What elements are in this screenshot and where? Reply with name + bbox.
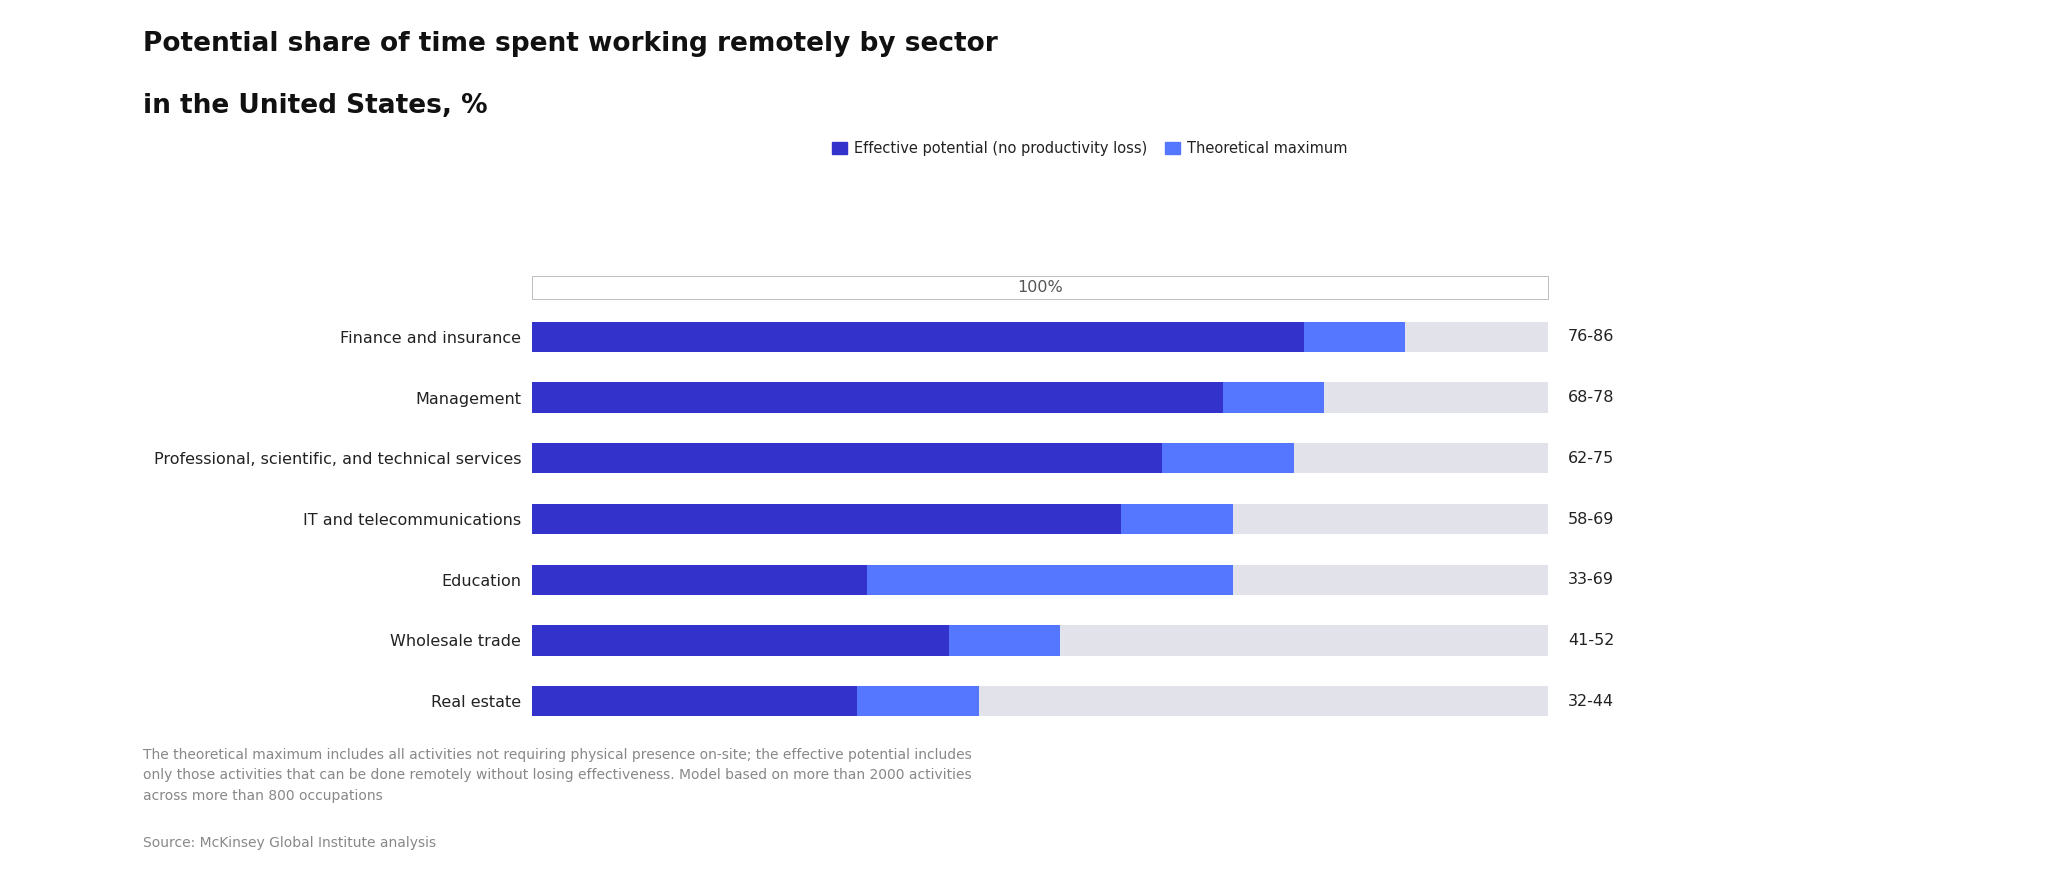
Bar bbox=[532, 686, 979, 716]
Text: 32-44: 32-44 bbox=[1569, 694, 1614, 709]
Bar bbox=[532, 322, 1548, 352]
Text: 58-69: 58-69 bbox=[1569, 512, 1614, 527]
Text: in the United States, %: in the United States, % bbox=[143, 93, 487, 119]
Text: 100%: 100% bbox=[1018, 281, 1063, 296]
Legend: Effective potential (no productivity loss), Theoretical maximum: Effective potential (no productivity los… bbox=[827, 135, 1354, 162]
Bar bbox=[532, 382, 1548, 412]
Bar bbox=[532, 626, 1061, 656]
Text: 76-86: 76-86 bbox=[1569, 329, 1614, 344]
Bar bbox=[532, 504, 1120, 535]
Bar bbox=[532, 276, 1548, 299]
Bar bbox=[532, 382, 1325, 412]
Bar bbox=[532, 443, 1548, 473]
Bar bbox=[532, 686, 1548, 716]
Bar bbox=[532, 686, 858, 716]
Bar bbox=[532, 504, 1548, 535]
Text: Source: McKinsey Global Institute analysis: Source: McKinsey Global Institute analys… bbox=[143, 836, 436, 850]
Bar bbox=[532, 322, 1305, 352]
Bar bbox=[532, 382, 1223, 412]
Text: Potential share of time spent working remotely by sector: Potential share of time spent working re… bbox=[143, 31, 997, 57]
Text: 68-78: 68-78 bbox=[1569, 390, 1614, 405]
Bar bbox=[532, 504, 1233, 535]
Text: The theoretical maximum includes all activities not requiring physical presence : The theoretical maximum includes all act… bbox=[143, 748, 973, 803]
Text: 62-75: 62-75 bbox=[1569, 450, 1614, 466]
Bar bbox=[532, 443, 1294, 473]
Bar bbox=[532, 322, 1405, 352]
Bar bbox=[532, 565, 1233, 595]
Bar bbox=[532, 443, 1161, 473]
Text: 33-69: 33-69 bbox=[1569, 573, 1614, 588]
Bar bbox=[532, 626, 1548, 656]
Bar bbox=[532, 626, 948, 656]
Text: 41-52: 41-52 bbox=[1569, 633, 1614, 648]
Bar bbox=[532, 565, 868, 595]
Bar bbox=[532, 565, 1548, 595]
